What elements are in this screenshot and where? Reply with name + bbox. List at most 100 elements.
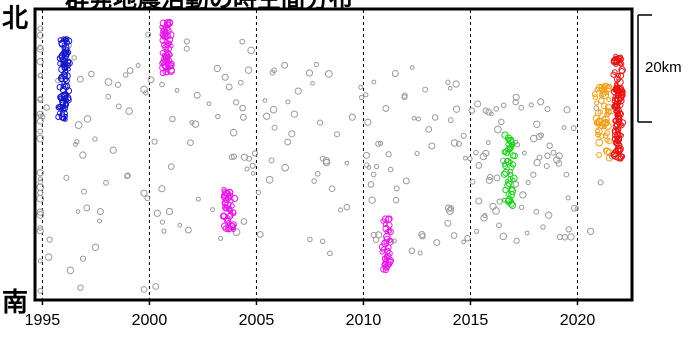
event-point [371, 79, 377, 85]
x-tick-label: 2005 [239, 312, 275, 329]
event-point [563, 171, 570, 178]
event-point [617, 152, 625, 160]
event-point [450, 232, 458, 239]
event-point [619, 92, 626, 99]
event-point [348, 113, 356, 121]
event-point [305, 69, 314, 77]
event-point [244, 66, 253, 74]
event-point [269, 69, 276, 76]
event-point [391, 70, 399, 77]
event-point [518, 204, 525, 211]
event-point [152, 283, 160, 290]
event-point [604, 107, 610, 113]
event-point [504, 150, 510, 156]
event-point [88, 70, 95, 78]
event-point [140, 85, 148, 94]
event-point [373, 163, 380, 170]
event-point [370, 171, 377, 178]
event-point [505, 191, 512, 197]
event-point [385, 250, 393, 257]
x-tick-label: 2000 [132, 312, 168, 329]
event-point [594, 100, 600, 106]
event-point [567, 233, 575, 241]
event-point [555, 152, 563, 160]
title-fragment: 群発地震活動の時空間分布 [65, 0, 353, 11]
event-point [79, 255, 87, 262]
event-point [233, 99, 240, 106]
event-point [210, 207, 215, 213]
event-point [37, 44, 44, 51]
event-point [595, 138, 604, 147]
event-point [164, 50, 172, 58]
event-point [433, 239, 441, 247]
event-point [240, 218, 248, 225]
event-point [163, 57, 170, 65]
event-point [611, 69, 618, 76]
event-point [616, 131, 623, 138]
event-point [425, 126, 433, 133]
event-point [393, 185, 400, 192]
event-point [162, 54, 170, 62]
event-point [44, 253, 53, 261]
event-point [165, 207, 174, 216]
event-point [474, 228, 480, 234]
event-point [43, 104, 50, 111]
event-point [613, 53, 619, 59]
event-point [56, 110, 63, 116]
event-point [60, 36, 66, 42]
event-point [616, 55, 623, 62]
scale-bar: 20km [637, 14, 682, 123]
event-point [238, 79, 244, 86]
event-point [114, 81, 122, 88]
event-point [603, 122, 612, 130]
event-point [461, 239, 467, 245]
event-point [382, 104, 390, 112]
event-point [184, 226, 192, 234]
event-point [36, 227, 44, 235]
event-point [512, 93, 520, 101]
event-point [610, 151, 618, 159]
event-point [506, 137, 514, 145]
event-point [500, 170, 508, 178]
event-point [36, 169, 44, 177]
event-point [606, 138, 613, 145]
event-point [183, 38, 190, 45]
event-point [482, 212, 488, 218]
x-tick-label: 2015 [453, 312, 489, 329]
event-point [36, 194, 45, 203]
event-point [281, 61, 289, 69]
event-point [71, 55, 77, 61]
event-point [75, 209, 81, 214]
event-point [473, 149, 479, 156]
event-point [290, 110, 298, 118]
event-point [431, 114, 439, 121]
event-point [144, 195, 151, 202]
event-point [57, 37, 64, 43]
event-point [76, 75, 84, 83]
event-point [513, 237, 520, 244]
event-point [213, 64, 221, 73]
event-point [228, 154, 235, 161]
event-point [525, 179, 531, 186]
x-tick-label: 2010 [346, 312, 382, 329]
event-point [612, 102, 620, 111]
event-point [570, 125, 577, 132]
event-point [379, 249, 386, 255]
event-point [496, 222, 502, 229]
event-point [616, 110, 624, 118]
event-point [246, 155, 252, 162]
event-point [509, 152, 517, 159]
event-point [597, 109, 603, 115]
event-point [445, 79, 451, 85]
event-point [36, 57, 44, 66]
event-point [596, 152, 602, 158]
event-point [614, 126, 622, 133]
event-point [64, 39, 71, 46]
event-point [452, 80, 460, 88]
event-point [475, 162, 483, 169]
event-point [36, 210, 45, 219]
event-point [250, 171, 256, 176]
x-tick-label: 1995 [25, 312, 61, 329]
event-point [36, 117, 44, 125]
event-point [63, 64, 69, 70]
